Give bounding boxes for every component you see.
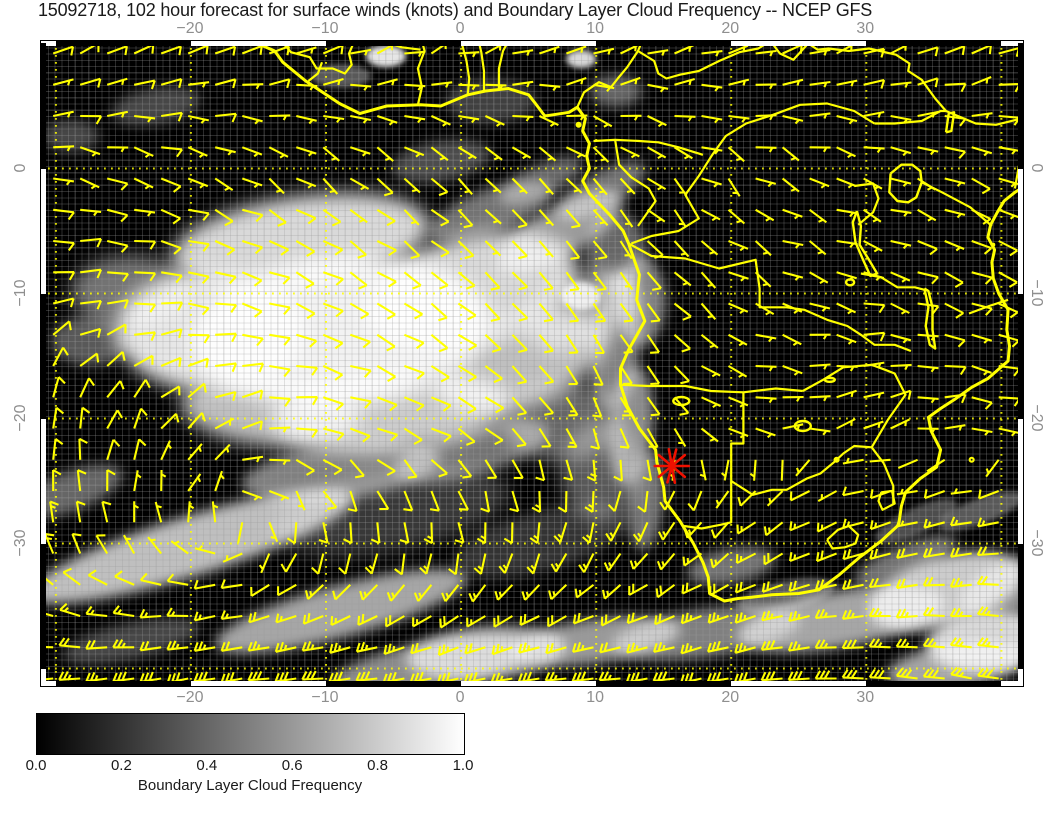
x-tick-label-top: 10 (586, 20, 605, 37)
y-tick-label-left: −30 (12, 528, 29, 557)
coastline (250, 41, 1023, 603)
geo-overlay-layer (41, 41, 1023, 686)
x-tick-label-bottom: 30 (856, 689, 875, 706)
colorbar-tick-label: 1.0 (452, 757, 474, 774)
colorbar-tick-label: 0.4 (196, 757, 218, 774)
location-marker (653, 448, 691, 484)
colorbar-gradient (36, 713, 465, 755)
y-tick-label-left: 0 (12, 163, 29, 172)
x-tick-label-top: −20 (176, 20, 204, 37)
map-frame-right (1018, 41, 1023, 686)
x-tick-label-bottom: −20 (176, 689, 204, 706)
x-tick-label-bottom: 20 (721, 689, 740, 706)
y-tick-label-left: −10 (12, 278, 29, 307)
y-tick-label-right: 0 (1028, 163, 1045, 172)
x-tick-label-top: 0 (455, 20, 465, 37)
x-tick-label-top: −10 (311, 20, 339, 37)
colorbar-tick-label: 0.8 (367, 757, 389, 774)
colorbar-tick-label: 0.0 (25, 757, 47, 774)
map-frame-top (41, 41, 1023, 46)
lakes (672, 111, 956, 433)
cloud-blobs (41, 45, 1023, 686)
cloud-frequency-layer (41, 45, 1023, 686)
map-frame-left (41, 41, 46, 686)
colorbar-tick-label: 0.6 (281, 757, 303, 774)
x-tick-label-top: 30 (856, 20, 875, 37)
map-plot-area (40, 40, 1024, 687)
x-tick-label-top: 20 (721, 20, 740, 37)
y-tick-label-right: −10 (1028, 278, 1045, 307)
x-tick-label-bottom: 10 (586, 689, 605, 706)
page-title: 15092718, 102 hour forecast for surface … (38, 0, 873, 20)
y-tick-label-right: −20 (1028, 403, 1045, 432)
x-tick-label-bottom: −10 (311, 689, 339, 706)
y-tick-label-left: −20 (12, 403, 29, 432)
map-frame-bottom (41, 681, 1023, 686)
x-tick-label-bottom: 0 (455, 689, 465, 706)
colorbar-tick-label: 0.2 (110, 757, 132, 774)
wind-barbs (41, 41, 1021, 685)
colorbar-caption: Boundary Layer Cloud Frequency (137, 777, 363, 794)
y-tick-label-right: −30 (1028, 528, 1045, 557)
fine-graticule-grid (41, 41, 1023, 686)
